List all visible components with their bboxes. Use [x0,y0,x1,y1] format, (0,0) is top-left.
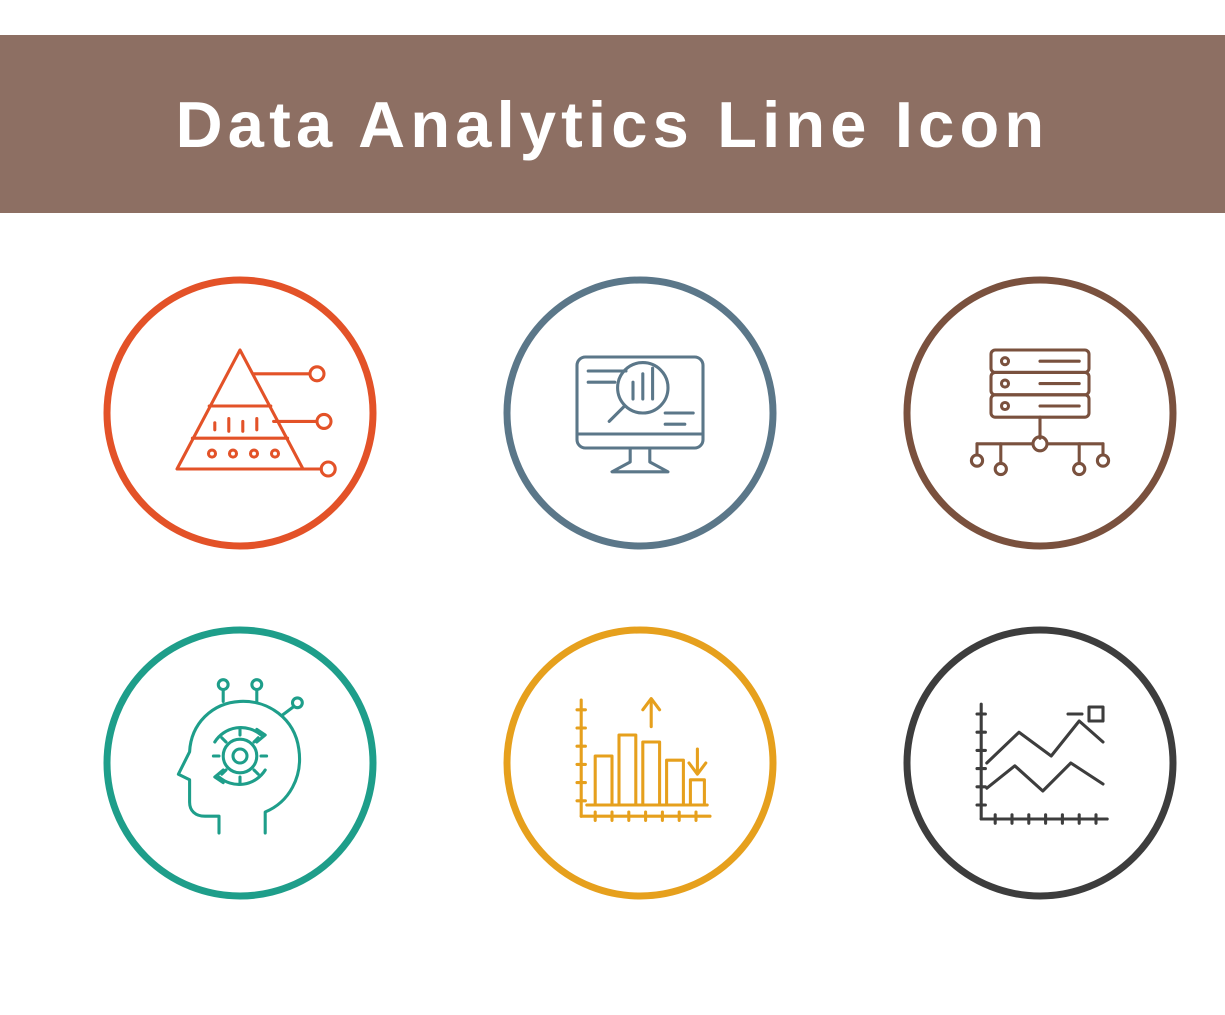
header-bar: Data Analytics Line Icon [0,35,1225,213]
area-chart-icon [900,623,1180,903]
cell-monitor [500,273,780,553]
server-network-icon [900,273,1180,553]
cell-bar-trend [500,623,780,903]
icon-grid [0,213,1225,943]
page-title: Data Analytics Line Icon [176,87,1050,162]
bar-trend-icon [500,623,780,903]
pyramid-data-icon [100,273,380,553]
cell-server [900,273,1180,553]
cell-pyramid [100,273,380,553]
monitor-analysis-icon [500,273,780,553]
cell-ai-head [100,623,380,903]
ai-head-gear-icon [100,623,380,903]
cell-area-chart [900,623,1180,903]
